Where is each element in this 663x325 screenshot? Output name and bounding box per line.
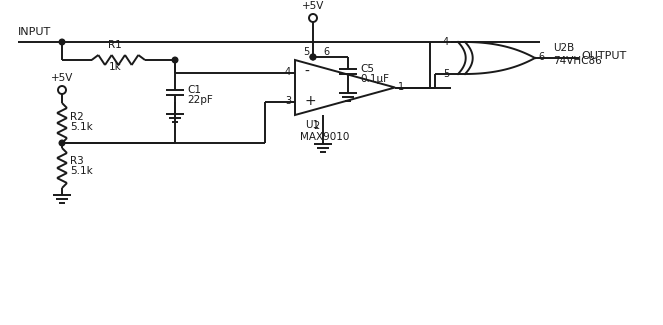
Circle shape: [310, 54, 316, 60]
Text: 1: 1: [398, 83, 404, 93]
Text: 5.1k: 5.1k: [70, 122, 93, 132]
Text: +: +: [304, 94, 316, 108]
Text: +5V: +5V: [302, 1, 324, 11]
Text: 5: 5: [303, 47, 309, 57]
Text: MAX9010: MAX9010: [300, 132, 349, 142]
Text: INPUT: INPUT: [18, 27, 51, 37]
Circle shape: [59, 39, 65, 45]
Text: 74VHC86: 74VHC86: [553, 56, 602, 66]
Text: R1: R1: [108, 40, 122, 50]
Text: 2: 2: [313, 121, 319, 131]
Text: U2B: U2B: [553, 43, 574, 53]
Circle shape: [172, 57, 178, 63]
Text: R3: R3: [70, 157, 84, 166]
Text: U1: U1: [305, 120, 319, 130]
Text: +5V: +5V: [51, 73, 73, 83]
Text: 3: 3: [285, 96, 291, 106]
Text: 6: 6: [538, 52, 544, 62]
Text: C5: C5: [360, 64, 374, 74]
Text: R2: R2: [70, 111, 84, 122]
Text: C1: C1: [187, 85, 201, 95]
Text: 5: 5: [443, 69, 449, 79]
Text: OUTPUT: OUTPUT: [581, 51, 627, 61]
Circle shape: [310, 54, 316, 60]
Text: 6: 6: [323, 47, 329, 57]
Text: -: -: [304, 65, 309, 79]
Text: 4: 4: [285, 67, 291, 77]
Text: 22pF: 22pF: [187, 95, 213, 105]
Text: 0.1μF: 0.1μF: [360, 74, 389, 84]
Circle shape: [59, 140, 65, 146]
Text: 4: 4: [443, 37, 449, 47]
Text: 1k: 1k: [109, 62, 121, 72]
Text: 5.1k: 5.1k: [70, 166, 93, 176]
